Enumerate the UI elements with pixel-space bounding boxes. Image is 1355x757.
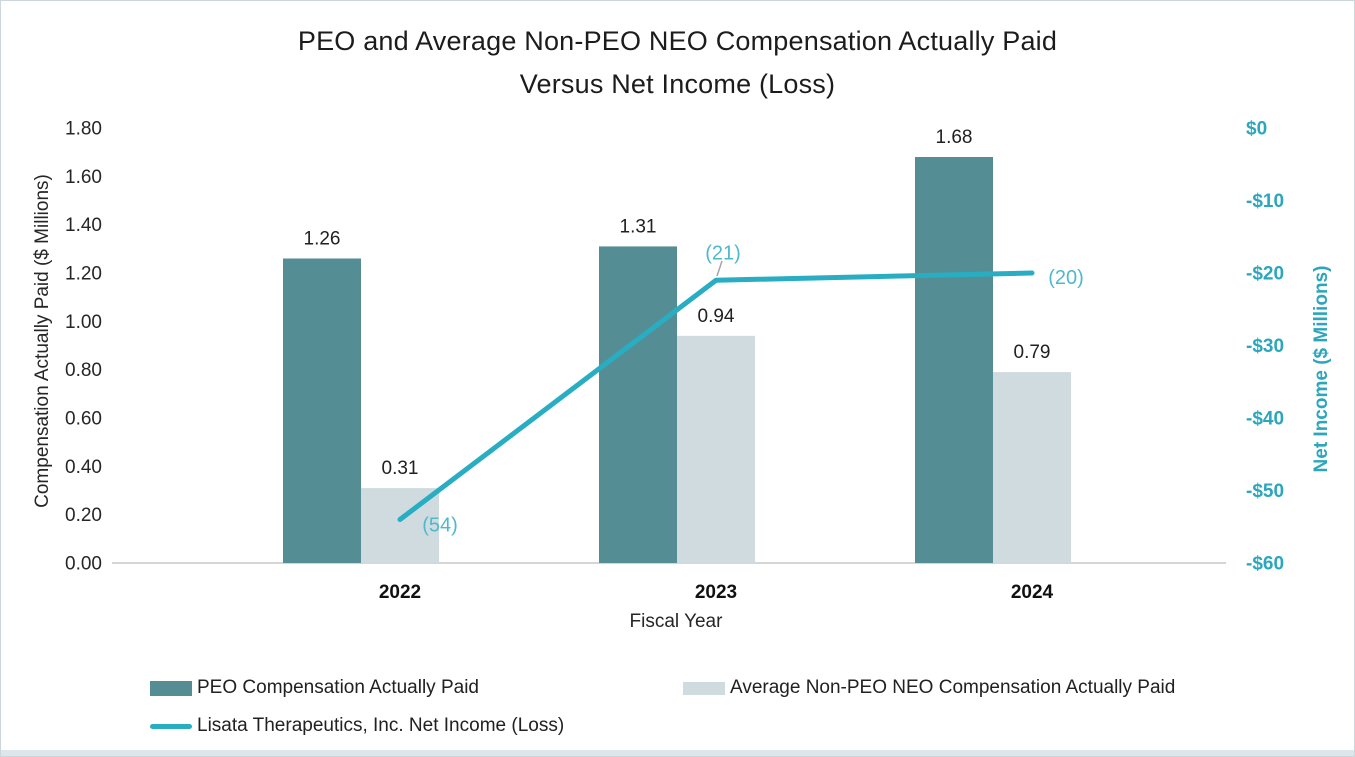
legend-item-peo: PEO Compensation Actually Paid	[150, 677, 479, 699]
right-axis-tick: -$10	[1246, 191, 1284, 212]
legend-label-net-income: Lisata Therapeutics, Inc. Net Income (Lo…	[197, 715, 565, 736]
net-income-line	[397, 270, 1035, 522]
line-value-label: (20)	[1048, 267, 1084, 289]
bar-peo	[283, 258, 361, 563]
bar-value-label: 0.79	[1014, 342, 1051, 363]
legend-item-nonpeo: Average Non-PEO NEO Compensation Actuall…	[683, 677, 1175, 699]
peo-bar-swatch	[150, 680, 192, 696]
x-axis-title: Fiscal Year	[629, 611, 723, 632]
left-axis-tick: 1.60	[65, 167, 102, 188]
right-axis-tick: -$30	[1246, 336, 1284, 357]
x-axis-label: 2024	[1011, 582, 1054, 603]
bar-value-label: 0.31	[382, 458, 419, 479]
label-leader-line	[716, 260, 723, 277]
x-axis-label: 2023	[695, 582, 737, 603]
bar-value-label: 0.94	[698, 306, 735, 327]
line-value-label: (54)	[422, 515, 458, 537]
legend-label-peo: PEO Compensation Actually Paid	[197, 677, 479, 698]
x-axis-label: 2022	[379, 582, 421, 603]
left-axis-tick: 0.80	[65, 360, 102, 381]
nonpeo-bar-swatch	[683, 681, 725, 695]
bar-value-label: 1.68	[936, 127, 973, 148]
legend-item-net-income: Lisata Therapeutics, Inc. Net Income (Lo…	[150, 715, 564, 737]
left-axis-tick: 0.60	[65, 409, 102, 430]
bar-nonpeo	[677, 335, 755, 563]
chart-title: PEO and Average Non-PEO NEO Compensation…	[0, 20, 1355, 106]
right-axis-tick: -$20	[1246, 264, 1284, 285]
right-axis-tick: -$50	[1246, 481, 1284, 502]
right-axis-tick: $0	[1246, 119, 1267, 140]
left-axis-tick: 0.20	[65, 505, 102, 526]
left-axis-tick: 1.20	[65, 264, 102, 285]
bar-peo	[915, 157, 993, 563]
left-axis-tick: 1.00	[65, 312, 102, 333]
bar-peo	[599, 246, 677, 563]
right-axis-tick: -$60	[1246, 554, 1284, 575]
line-value-label: (21)	[705, 242, 741, 264]
left-axis-tick: 0.00	[65, 554, 102, 575]
left-axis-tick: 1.40	[65, 215, 102, 236]
bar-value-label: 1.26	[304, 229, 341, 250]
left-axis-tick: 0.40	[65, 457, 102, 478]
chart-title-line2: Versus Net Income (Loss)	[519, 69, 836, 99]
right-axis-tick: -$40	[1246, 409, 1284, 430]
left-axis-tick: 1.80	[65, 119, 102, 140]
bar-value-label: 1.31	[620, 216, 657, 237]
bottom-edge-strip	[1, 750, 1354, 756]
net-income-line-swatch	[150, 723, 192, 729]
chart-title-line1: PEO and Average Non-PEO NEO Compensation…	[297, 26, 1058, 56]
legend-label-nonpeo: Average Non-PEO NEO Compensation Actuall…	[730, 677, 1176, 698]
bar-nonpeo	[993, 372, 1071, 563]
